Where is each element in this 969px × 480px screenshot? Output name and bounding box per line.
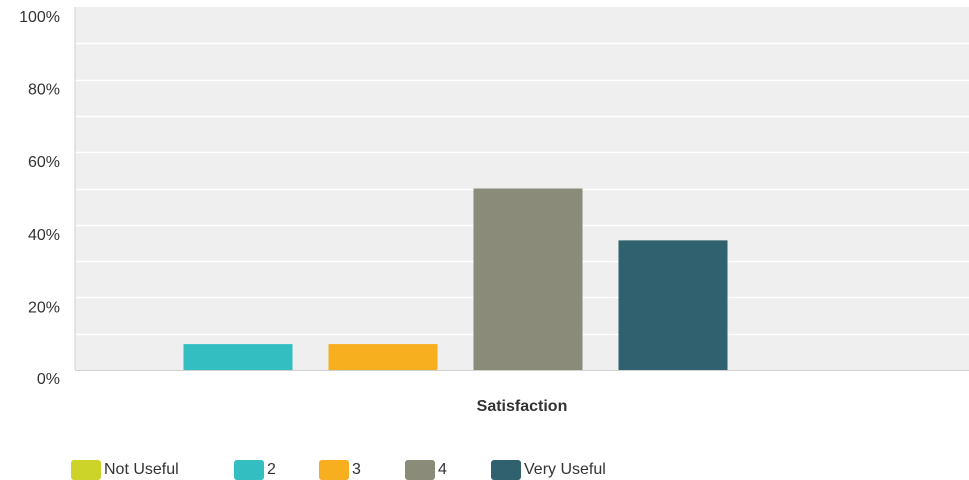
legend-item-3[interactable]: 3 [319, 460, 361, 480]
x-axis-label: Satisfaction [477, 398, 568, 415]
bar-very-useful[interactable] [618, 240, 728, 370]
y-tick-label-5: 100% [19, 9, 60, 26]
legend-swatch-3 [319, 460, 349, 480]
y-tick-label-2: 40% [28, 227, 60, 244]
legend-item-very-useful[interactable]: Very Useful [491, 460, 606, 480]
y-tick-label-1: 20% [28, 299, 60, 316]
legend-label-3: 3 [352, 461, 361, 478]
bar-4[interactable] [473, 188, 583, 371]
bar-3[interactable] [328, 344, 438, 370]
legend-item-not-useful[interactable]: Not Useful [71, 460, 179, 480]
y-tick-labels: 0% 20% 40% 60% 80% 100% [19, 9, 60, 388]
y-tick-label-3: 60% [28, 154, 60, 171]
legend-swatch-2 [234, 460, 264, 480]
legend-label-4: 4 [438, 461, 447, 478]
legend-item-4[interactable]: 4 [405, 460, 447, 480]
legend-item-2[interactable]: 2 [234, 460, 276, 480]
bar-2[interactable] [183, 344, 293, 370]
legend-label-very-useful: Very Useful [524, 461, 606, 478]
legend-label-not-useful: Not Useful [104, 461, 179, 478]
legend-swatch-not-useful [71, 460, 101, 480]
y-tick-label-4: 80% [28, 82, 60, 99]
legend-label-2: 2 [267, 461, 276, 478]
legend-swatch-very-useful [491, 460, 521, 480]
legend-swatch-4 [405, 460, 435, 480]
bars [183, 188, 728, 371]
legend: Not Useful 2 3 4 Very Useful [71, 460, 606, 480]
y-tick-label-0: 0% [37, 371, 60, 388]
